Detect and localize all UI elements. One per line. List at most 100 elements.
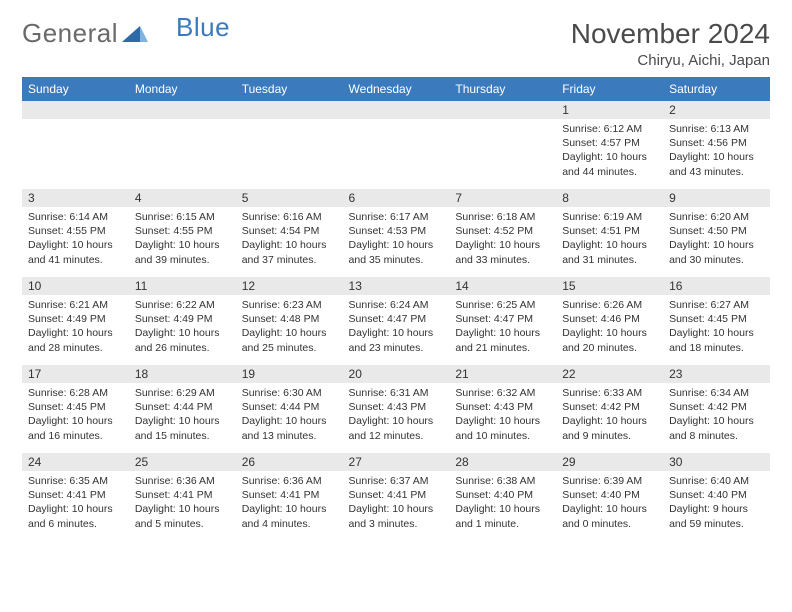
day-number: 27 [343, 453, 450, 471]
calendar-day-cell: 29Sunrise: 6:39 AMSunset: 4:40 PMDayligh… [556, 453, 663, 541]
day-number: 16 [663, 277, 770, 295]
day-number: 8 [556, 189, 663, 207]
weekday-header: Tuesday [236, 77, 343, 101]
day-number: 17 [22, 365, 129, 383]
calendar-day-cell: 26Sunrise: 6:36 AMSunset: 4:41 PMDayligh… [236, 453, 343, 541]
calendar-day-cell: 19Sunrise: 6:30 AMSunset: 4:44 PMDayligh… [236, 365, 343, 453]
logo-text-general: General [22, 18, 118, 49]
day-details: Sunrise: 6:14 AMSunset: 4:55 PMDaylight:… [22, 207, 129, 271]
weekday-header: Monday [129, 77, 236, 101]
day-number: 10 [22, 277, 129, 295]
calendar-day-cell: 8Sunrise: 6:19 AMSunset: 4:51 PMDaylight… [556, 189, 663, 277]
calendar-day-cell: 6Sunrise: 6:17 AMSunset: 4:53 PMDaylight… [343, 189, 450, 277]
calendar-week-row: 24Sunrise: 6:35 AMSunset: 4:41 PMDayligh… [22, 453, 770, 541]
day-details: Sunrise: 6:37 AMSunset: 4:41 PMDaylight:… [343, 471, 450, 535]
day-details: Sunrise: 6:36 AMSunset: 4:41 PMDaylight:… [236, 471, 343, 535]
day-number: 12 [236, 277, 343, 295]
day-details: Sunrise: 6:36 AMSunset: 4:41 PMDaylight:… [129, 471, 236, 535]
calendar-day-cell: 18Sunrise: 6:29 AMSunset: 4:44 PMDayligh… [129, 365, 236, 453]
calendar-day-cell: 16Sunrise: 6:27 AMSunset: 4:45 PMDayligh… [663, 277, 770, 365]
day-number: 21 [449, 365, 556, 383]
calendar-day-cell: 30Sunrise: 6:40 AMSunset: 4:40 PMDayligh… [663, 453, 770, 541]
calendar-day-cell: 25Sunrise: 6:36 AMSunset: 4:41 PMDayligh… [129, 453, 236, 541]
calendar-table: SundayMondayTuesdayWednesdayThursdayFrid… [22, 77, 770, 541]
day-details: Sunrise: 6:32 AMSunset: 4:43 PMDaylight:… [449, 383, 556, 447]
day-number: 28 [449, 453, 556, 471]
title-block: November 2024 Chiryu, Aichi, Japan [571, 18, 770, 69]
day-number: 15 [556, 277, 663, 295]
calendar-day-cell: 1Sunrise: 6:12 AMSunset: 4:57 PMDaylight… [556, 101, 663, 189]
calendar-body: 1Sunrise: 6:12 AMSunset: 4:57 PMDaylight… [22, 101, 770, 541]
day-details: Sunrise: 6:28 AMSunset: 4:45 PMDaylight:… [22, 383, 129, 447]
day-details: Sunrise: 6:24 AMSunset: 4:47 PMDaylight:… [343, 295, 450, 359]
day-details: Sunrise: 6:27 AMSunset: 4:45 PMDaylight:… [663, 295, 770, 359]
day-number: 30 [663, 453, 770, 471]
day-details: Sunrise: 6:19 AMSunset: 4:51 PMDaylight:… [556, 207, 663, 271]
calendar-day-cell: 24Sunrise: 6:35 AMSunset: 4:41 PMDayligh… [22, 453, 129, 541]
day-number: 9 [663, 189, 770, 207]
calendar-day-cell [449, 101, 556, 189]
calendar-day-cell [22, 101, 129, 189]
calendar-day-cell [129, 101, 236, 189]
calendar-header-row: SundayMondayTuesdayWednesdayThursdayFrid… [22, 77, 770, 101]
day-details: Sunrise: 6:18 AMSunset: 4:52 PMDaylight:… [449, 207, 556, 271]
day-number: 29 [556, 453, 663, 471]
day-details: Sunrise: 6:26 AMSunset: 4:46 PMDaylight:… [556, 295, 663, 359]
calendar-week-row: 10Sunrise: 6:21 AMSunset: 4:49 PMDayligh… [22, 277, 770, 365]
calendar-day-cell: 23Sunrise: 6:34 AMSunset: 4:42 PMDayligh… [663, 365, 770, 453]
calendar-day-cell: 28Sunrise: 6:38 AMSunset: 4:40 PMDayligh… [449, 453, 556, 541]
calendar-day-cell: 17Sunrise: 6:28 AMSunset: 4:45 PMDayligh… [22, 365, 129, 453]
day-number: 22 [556, 365, 663, 383]
weekday-header: Saturday [663, 77, 770, 101]
location: Chiryu, Aichi, Japan [571, 52, 770, 69]
day-details: Sunrise: 6:15 AMSunset: 4:55 PMDaylight:… [129, 207, 236, 271]
day-details: Sunrise: 6:35 AMSunset: 4:41 PMDaylight:… [22, 471, 129, 535]
day-number-empty [129, 101, 236, 119]
day-details: Sunrise: 6:22 AMSunset: 4:49 PMDaylight:… [129, 295, 236, 359]
day-details: Sunrise: 6:23 AMSunset: 4:48 PMDaylight:… [236, 295, 343, 359]
day-number: 3 [22, 189, 129, 207]
day-number: 20 [343, 365, 450, 383]
day-number: 4 [129, 189, 236, 207]
logo-text-blue: Blue [176, 12, 230, 43]
day-number: 6 [343, 189, 450, 207]
day-number: 24 [22, 453, 129, 471]
weekday-header: Wednesday [343, 77, 450, 101]
day-number: 11 [129, 277, 236, 295]
header: General Blue November 2024 Chiryu, Aichi… [22, 18, 770, 69]
day-details: Sunrise: 6:17 AMSunset: 4:53 PMDaylight:… [343, 207, 450, 271]
calendar-day-cell: 3Sunrise: 6:14 AMSunset: 4:55 PMDaylight… [22, 189, 129, 277]
logo-triangle-icon [122, 18, 148, 49]
day-details: Sunrise: 6:40 AMSunset: 4:40 PMDaylight:… [663, 471, 770, 535]
day-number-empty [449, 101, 556, 119]
calendar-week-row: 17Sunrise: 6:28 AMSunset: 4:45 PMDayligh… [22, 365, 770, 453]
calendar-day-cell [343, 101, 450, 189]
day-details: Sunrise: 6:38 AMSunset: 4:40 PMDaylight:… [449, 471, 556, 535]
day-details: Sunrise: 6:12 AMSunset: 4:57 PMDaylight:… [556, 119, 663, 183]
day-details: Sunrise: 6:25 AMSunset: 4:47 PMDaylight:… [449, 295, 556, 359]
calendar-day-cell: 14Sunrise: 6:25 AMSunset: 4:47 PMDayligh… [449, 277, 556, 365]
day-details: Sunrise: 6:33 AMSunset: 4:42 PMDaylight:… [556, 383, 663, 447]
calendar-day-cell: 7Sunrise: 6:18 AMSunset: 4:52 PMDaylight… [449, 189, 556, 277]
calendar-day-cell [236, 101, 343, 189]
weekday-header: Sunday [22, 77, 129, 101]
day-details: Sunrise: 6:21 AMSunset: 4:49 PMDaylight:… [22, 295, 129, 359]
month-title: November 2024 [571, 18, 770, 50]
calendar-day-cell: 15Sunrise: 6:26 AMSunset: 4:46 PMDayligh… [556, 277, 663, 365]
day-number: 2 [663, 101, 770, 119]
day-number-empty [22, 101, 129, 119]
calendar-day-cell: 27Sunrise: 6:37 AMSunset: 4:41 PMDayligh… [343, 453, 450, 541]
calendar-day-cell: 5Sunrise: 6:16 AMSunset: 4:54 PMDaylight… [236, 189, 343, 277]
calendar-day-cell: 4Sunrise: 6:15 AMSunset: 4:55 PMDaylight… [129, 189, 236, 277]
day-details: Sunrise: 6:30 AMSunset: 4:44 PMDaylight:… [236, 383, 343, 447]
weekday-header: Thursday [449, 77, 556, 101]
calendar-day-cell: 11Sunrise: 6:22 AMSunset: 4:49 PMDayligh… [129, 277, 236, 365]
day-details: Sunrise: 6:16 AMSunset: 4:54 PMDaylight:… [236, 207, 343, 271]
day-number: 18 [129, 365, 236, 383]
day-number: 26 [236, 453, 343, 471]
day-number: 23 [663, 365, 770, 383]
day-number: 19 [236, 365, 343, 383]
calendar-day-cell: 21Sunrise: 6:32 AMSunset: 4:43 PMDayligh… [449, 365, 556, 453]
calendar-day-cell: 22Sunrise: 6:33 AMSunset: 4:42 PMDayligh… [556, 365, 663, 453]
day-number: 1 [556, 101, 663, 119]
